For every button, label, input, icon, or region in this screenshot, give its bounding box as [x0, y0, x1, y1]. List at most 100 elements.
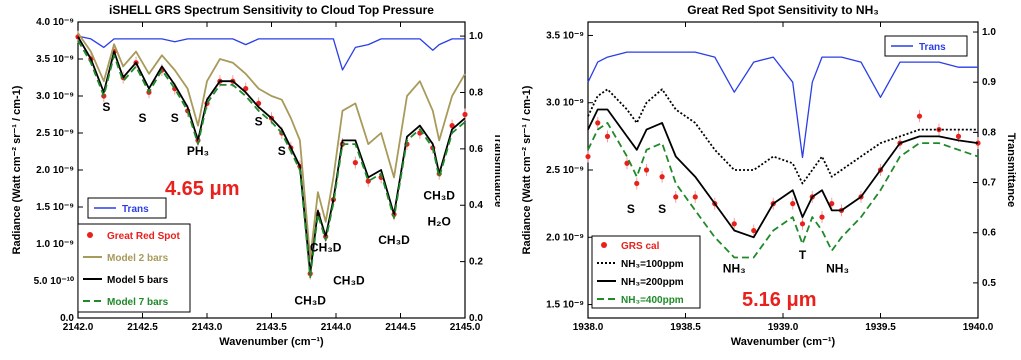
x-tick-label: 2143.5 — [256, 322, 287, 333]
series-group — [75, 30, 468, 280]
x-tick-label: 1938.0 — [573, 322, 604, 333]
y-tick-label: 5.0 10⁻¹⁰ — [34, 276, 74, 287]
data-point — [751, 227, 757, 234]
annotation-label: S — [255, 115, 263, 129]
y-tick-label: 3.5 10⁻⁹ — [546, 30, 584, 41]
legend-label: NH₃=400ppm — [621, 295, 684, 306]
legend-label-trans: Trans — [122, 204, 149, 215]
data-point — [352, 160, 358, 166]
x-tick-label: 2144.5 — [385, 322, 416, 333]
annotation-label: CH₃D — [333, 274, 365, 288]
annotation-label: S — [138, 111, 146, 125]
annotation-label: CH₃D — [294, 294, 326, 308]
annotation-label: CH₃D — [310, 240, 342, 254]
x-axis-label: Wavenumber (cm⁻¹) — [219, 336, 324, 348]
data-point — [643, 167, 650, 173]
data-point — [624, 160, 630, 166]
data-point — [585, 153, 591, 160]
y2-tick-label: 0.2 — [469, 257, 483, 268]
y-tick-label: 4.0 10⁻⁹ — [36, 17, 74, 28]
data-point — [692, 194, 698, 200]
legend-label: NH₃=200ppm — [621, 277, 684, 288]
y2-tick-label: 0.4 — [469, 200, 483, 211]
y2-tick-label: 0.8 — [469, 87, 483, 98]
chart-title: iSHELL GRS Spectrum Sensitivity to Cloud… — [109, 3, 434, 17]
y2-tick-label: 1.0 — [982, 27, 996, 38]
data-point — [634, 180, 640, 187]
y2-axis-label: Transmittance — [492, 133, 500, 208]
legend-label: Model 2 bars — [107, 253, 169, 264]
chart-cloud-top-pressure: iSHELL GRS Spectrum Sensitivity to Cloud… — [11, 3, 500, 348]
annotation-label: CH₃D — [423, 189, 455, 203]
wavelength-label: 5.16 μm — [742, 289, 817, 311]
data-point — [819, 214, 825, 220]
data-point — [829, 201, 835, 207]
y2-axis-label: Transmittance — [1005, 133, 1017, 208]
data-point — [365, 178, 371, 184]
data-point — [595, 120, 601, 126]
data-point — [604, 133, 611, 139]
y-axis-label: Radiance (Watt cm⁻² sr⁻¹ / cm-1) — [521, 85, 533, 254]
chart-title: Great Red Spot Sensitivity to NH₃ — [687, 3, 879, 17]
series-line-model — [77, 40, 466, 279]
y-tick-label: 0.0 — [60, 313, 74, 324]
y-tick-label: 3.0 10⁻⁹ — [36, 91, 74, 102]
series-line-model — [587, 108, 979, 239]
x-tick-label: 2142.0 — [63, 322, 94, 333]
data-point — [790, 201, 796, 207]
y-tick-label: 3.5 10⁻⁹ — [36, 54, 74, 65]
legend-swatch-points — [87, 232, 93, 238]
legend-trans-box — [884, 35, 968, 57]
annotation-label: S — [658, 202, 666, 216]
y2-tick-label: 0.6 — [982, 228, 996, 239]
annotation-label: S — [627, 202, 635, 216]
x-tick-label: 1938.5 — [670, 322, 701, 333]
annotation-label: S — [102, 100, 110, 114]
data-point — [673, 194, 679, 200]
annotation-label: NH₃ — [723, 261, 746, 275]
y-tick-label: 2.5 10⁻⁹ — [36, 128, 74, 139]
data-point — [243, 86, 249, 92]
chart-nh3-sensitivity: Great Red Spot Sensitivity to NH₃ 1938.0 1… — [521, 3, 1017, 348]
x-tick-label: 2144.0 — [321, 322, 352, 333]
annotation-label: H₂O — [428, 215, 451, 229]
legend-trans-box — [87, 197, 167, 219]
series-line-model — [587, 88, 978, 185]
series-group — [585, 51, 981, 259]
x-tick-label: 2143.0 — [192, 322, 223, 333]
data-point — [955, 133, 962, 139]
x-axis-label: Wavenumber (cm⁻¹) — [731, 336, 836, 348]
legend-label: Great Red Spot — [107, 231, 180, 242]
y-tick-label: 1.0 10⁻⁹ — [36, 239, 74, 250]
y2-tick-label: 0.7 — [982, 178, 996, 189]
data-point — [916, 113, 923, 119]
annotation-label: PH₃ — [187, 144, 209, 158]
annotation-label: NH₃ — [826, 261, 849, 275]
x-tick-label: 1939.0 — [768, 322, 799, 333]
annotation-label: S — [278, 144, 286, 158]
legend-box — [591, 235, 701, 309]
y-tick-label: 1.5 10⁻⁹ — [36, 202, 74, 213]
annotation-label: T — [799, 248, 807, 262]
series-line-transmittance — [587, 51, 978, 159]
data-point — [462, 111, 468, 118]
annotation-label: CH₃D — [378, 233, 410, 247]
series-line-model — [587, 122, 979, 259]
y-tick-label: 1.5 10⁻⁹ — [546, 300, 584, 311]
wavelength-label: 4.65 μm — [165, 178, 240, 200]
legend-label: GRS cal — [621, 241, 660, 252]
y2-tick-label: 1.0 — [469, 31, 483, 42]
x-tick-label: 1940.0 — [963, 322, 994, 333]
series-line-model — [77, 32, 466, 260]
series-line-transmittance — [77, 35, 465, 71]
y-tick-label: 2.0 10⁻⁹ — [546, 232, 584, 243]
legend-label-trans: Trans — [919, 42, 946, 53]
x-tick-label: 1939.5 — [865, 322, 896, 333]
data-point — [799, 221, 806, 227]
data-point — [659, 174, 665, 180]
y2-tick-label: 0.5 — [982, 278, 996, 289]
annotation-label: S — [171, 111, 179, 125]
y2-tick-label: 0.8 — [982, 127, 996, 138]
legend-label: NH₃=100ppm — [621, 259, 684, 270]
legend-box — [77, 223, 191, 313]
